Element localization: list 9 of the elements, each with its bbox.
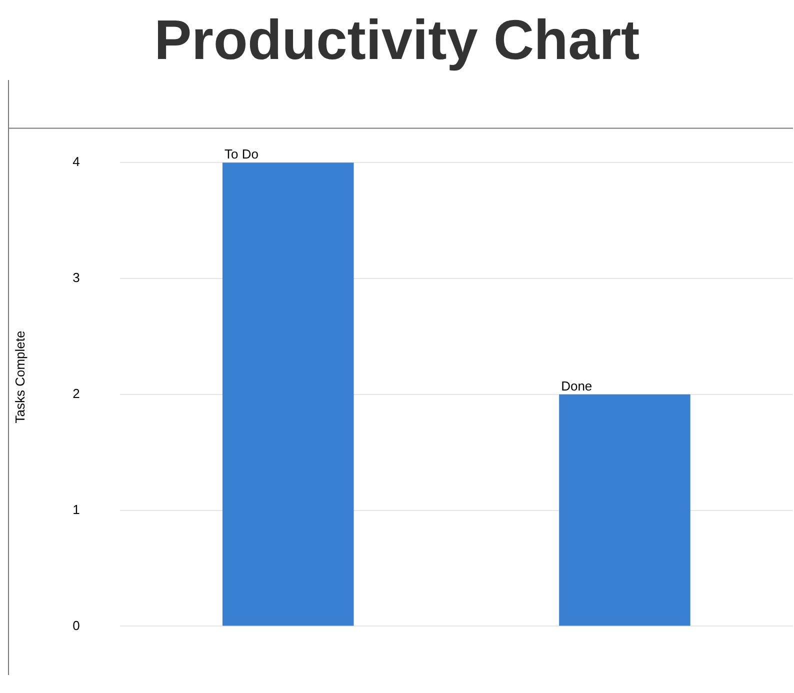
y-tick-label: 0 [72, 618, 80, 633]
y-tick-label: 3 [72, 270, 80, 286]
y-tick-label: 1 [72, 502, 80, 517]
y-tick-label: 4 [72, 154, 80, 170]
x-tick-label: Done [561, 378, 592, 394]
y-axis-title: Tasks Complete [12, 330, 28, 424]
x-tick-label: To Do [224, 146, 258, 162]
chart-title: Productivity Chart [153, 7, 641, 73]
y-tick-label: 2 [72, 386, 80, 401]
